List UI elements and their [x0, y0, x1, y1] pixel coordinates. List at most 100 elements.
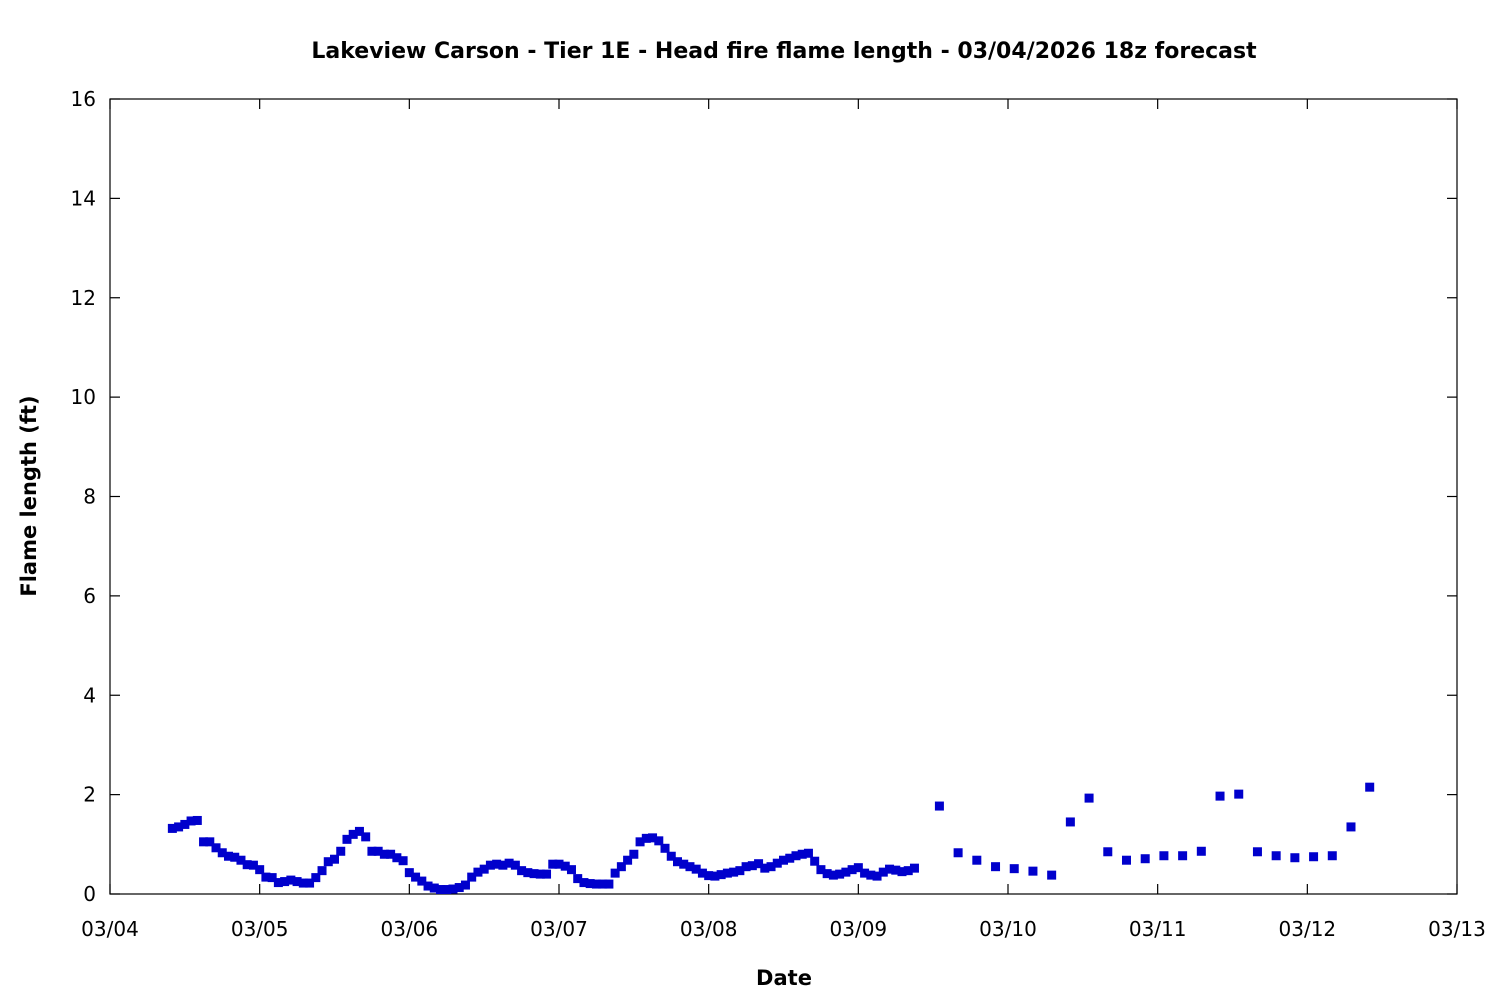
data-point: [853, 863, 863, 873]
data-point: [1215, 791, 1225, 801]
data-point: [336, 846, 346, 856]
data-point: [835, 869, 845, 879]
data-point: [305, 878, 315, 888]
data-point: [704, 871, 714, 881]
data-point: [510, 860, 520, 870]
data-point: [903, 866, 913, 876]
data-point: [529, 869, 539, 879]
data-point: [722, 868, 732, 878]
data-point: [691, 864, 701, 874]
data-point: [610, 868, 620, 878]
data-point: [485, 860, 495, 870]
data-point: [573, 874, 583, 884]
data-point: [199, 837, 209, 847]
data-point: [186, 816, 196, 826]
data-point: [498, 860, 508, 870]
data-point: [255, 865, 265, 875]
y-tick-label: 4: [83, 683, 96, 707]
data-point: [261, 872, 271, 882]
data-point: [654, 836, 664, 846]
data-point: [579, 878, 589, 888]
data-point: [348, 829, 358, 839]
data-point: [404, 868, 414, 878]
data-point: [872, 871, 882, 881]
data-point: [317, 866, 327, 876]
data-point: [598, 879, 608, 889]
data-point: [417, 876, 427, 886]
data-point: [311, 873, 321, 883]
data-point: [1196, 846, 1206, 856]
data-point: [641, 833, 651, 843]
x-tick-label: 03/06: [381, 917, 439, 941]
data-point: [741, 862, 751, 872]
data-point: [585, 879, 595, 889]
data-point: [367, 846, 377, 856]
data-point: [604, 879, 614, 889]
data-point: [180, 819, 190, 829]
data-point: [342, 834, 352, 844]
data-point: [710, 871, 720, 881]
data-point: [660, 843, 670, 853]
data-point: [1290, 853, 1300, 863]
data-point: [392, 853, 402, 863]
data-point: [816, 865, 826, 875]
data-points: [167, 782, 1375, 895]
data-point: [286, 875, 296, 885]
x-tick-label: 03/07: [530, 917, 588, 941]
data-point: [223, 851, 233, 861]
data-point: [810, 856, 820, 866]
data-point: [953, 848, 963, 858]
data-point: [860, 868, 870, 878]
data-point: [672, 857, 682, 867]
data-point: [548, 859, 558, 869]
data-point: [729, 867, 739, 877]
data-point: [897, 867, 907, 877]
data-point: [386, 849, 396, 859]
data-point: [779, 855, 789, 865]
x-tick-label: 03/11: [1129, 917, 1187, 941]
data-point: [566, 865, 576, 875]
data-point: [560, 861, 570, 871]
data-point: [479, 864, 489, 874]
data-point: [504, 858, 514, 868]
data-point: [1252, 847, 1262, 857]
data-point: [754, 859, 764, 869]
data-point: [1140, 854, 1150, 864]
data-point: [1309, 852, 1319, 862]
data-point: [330, 854, 340, 864]
x-tick-label: 03/12: [1279, 917, 1337, 941]
data-point: [679, 859, 689, 869]
data-point: [828, 870, 838, 880]
data-point: [242, 860, 252, 870]
data-point: [167, 823, 177, 833]
x-tick-label: 03/10: [979, 917, 1037, 941]
data-point: [217, 848, 227, 858]
data-point: [885, 864, 895, 874]
data-point: [248, 860, 258, 870]
data-point: [772, 858, 782, 868]
data-point: [267, 873, 277, 883]
data-point: [1084, 793, 1094, 803]
data-point: [1121, 855, 1131, 865]
data-point: [1159, 851, 1169, 861]
data-point: [354, 826, 364, 836]
data-point: [423, 881, 433, 891]
data-point: [785, 853, 795, 863]
data-point: [454, 883, 464, 893]
data-point: [1009, 864, 1019, 874]
data-point: [535, 869, 545, 879]
data-point: [554, 859, 564, 869]
data-point: [523, 868, 533, 878]
data-point: [1047, 870, 1057, 880]
data-point: [972, 855, 982, 865]
data-point: [623, 855, 633, 865]
data-point: [273, 878, 283, 888]
data-point: [666, 851, 676, 861]
y-tick-label: 12: [71, 286, 96, 310]
data-point: [635, 837, 645, 847]
data-point: [1346, 822, 1356, 832]
data-point: [760, 863, 770, 873]
x-tick-label: 03/13: [1428, 917, 1486, 941]
data-point: [841, 867, 851, 877]
data-point: [616, 862, 626, 872]
